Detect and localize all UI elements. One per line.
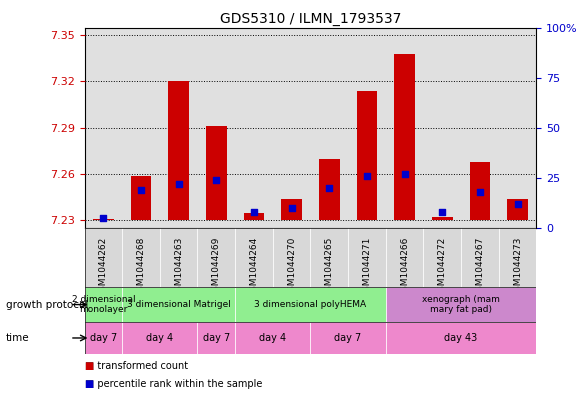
Bar: [85, 28, 122, 228]
Text: ■: ■: [85, 379, 94, 389]
Bar: [85, 287, 122, 322]
Bar: [348, 228, 386, 287]
Point: [250, 209, 259, 215]
Bar: [423, 228, 461, 287]
Bar: [160, 228, 198, 287]
Text: 3 dimensional Matrigel: 3 dimensional Matrigel: [127, 300, 231, 309]
Bar: [160, 28, 198, 228]
Text: GSM1044271: GSM1044271: [363, 237, 371, 297]
Text: GSM1044267: GSM1044267: [475, 237, 484, 297]
Text: day 7: day 7: [335, 333, 361, 343]
Bar: [273, 228, 311, 287]
Text: day 7: day 7: [90, 333, 117, 343]
Text: xenograph (mam
mary fat pad): xenograph (mam mary fat pad): [422, 295, 500, 314]
Bar: [198, 228, 235, 287]
Bar: [273, 28, 311, 228]
Bar: [122, 228, 160, 287]
Bar: [386, 287, 536, 322]
Point: [325, 185, 334, 191]
Bar: [235, 287, 386, 322]
Text: day 7: day 7: [203, 333, 230, 343]
Bar: [85, 228, 122, 287]
Text: GSM1044265: GSM1044265: [325, 237, 334, 297]
Bar: [198, 322, 235, 354]
Point: [513, 201, 522, 207]
Point: [174, 181, 183, 187]
Bar: [122, 287, 235, 322]
Text: GSM1044270: GSM1044270: [287, 237, 296, 297]
Text: GSM1044272: GSM1044272: [438, 237, 447, 297]
Bar: [319, 158, 340, 220]
Text: GSM1044273: GSM1044273: [513, 237, 522, 297]
Bar: [85, 322, 122, 354]
Bar: [507, 198, 528, 220]
Bar: [357, 91, 377, 220]
Text: GSM1044268: GSM1044268: [136, 237, 146, 297]
Bar: [93, 219, 114, 220]
Point: [212, 177, 221, 183]
Text: GSM1044263: GSM1044263: [174, 237, 183, 297]
Bar: [432, 217, 452, 220]
Bar: [461, 228, 498, 287]
Text: ■ transformed count: ■ transformed count: [85, 362, 188, 371]
Bar: [386, 28, 423, 228]
Point: [362, 173, 371, 179]
Text: day 4: day 4: [259, 333, 286, 343]
Text: GSM1044269: GSM1044269: [212, 237, 221, 297]
Point: [475, 189, 484, 195]
Text: ■: ■: [85, 362, 94, 371]
Text: ■ percentile rank within the sample: ■ percentile rank within the sample: [85, 379, 262, 389]
Bar: [386, 228, 423, 287]
Bar: [310, 322, 386, 354]
Bar: [348, 28, 386, 228]
Bar: [235, 28, 273, 228]
Bar: [469, 162, 490, 220]
Point: [287, 205, 296, 211]
Bar: [235, 228, 273, 287]
Point: [438, 209, 447, 215]
Bar: [310, 228, 348, 287]
Bar: [310, 28, 348, 228]
Bar: [498, 28, 536, 228]
Bar: [122, 28, 160, 228]
Text: GSM1044262: GSM1044262: [99, 237, 108, 297]
Point: [136, 187, 146, 193]
Text: GSM1044266: GSM1044266: [400, 237, 409, 297]
Text: time: time: [6, 333, 30, 343]
Bar: [461, 28, 498, 228]
Text: GSM1044264: GSM1044264: [250, 237, 258, 297]
Text: day 4: day 4: [146, 333, 173, 343]
Point: [400, 171, 409, 177]
Text: day 43: day 43: [444, 333, 477, 343]
Bar: [168, 81, 189, 220]
Text: 3 dimensional polyHEMA: 3 dimensional polyHEMA: [254, 300, 367, 309]
Bar: [235, 322, 310, 354]
Bar: [423, 28, 461, 228]
Bar: [394, 54, 415, 220]
Bar: [498, 228, 536, 287]
Bar: [281, 198, 302, 220]
Bar: [131, 176, 152, 220]
Text: 2 dimensional
monolayer: 2 dimensional monolayer: [72, 295, 135, 314]
Bar: [206, 126, 227, 220]
Bar: [198, 28, 235, 228]
Point: [99, 215, 108, 221]
Title: GDS5310 / ILMN_1793537: GDS5310 / ILMN_1793537: [220, 13, 401, 26]
Bar: [386, 322, 536, 354]
Text: growth protocol: growth protocol: [6, 299, 88, 310]
Bar: [244, 213, 264, 220]
Bar: [122, 322, 198, 354]
